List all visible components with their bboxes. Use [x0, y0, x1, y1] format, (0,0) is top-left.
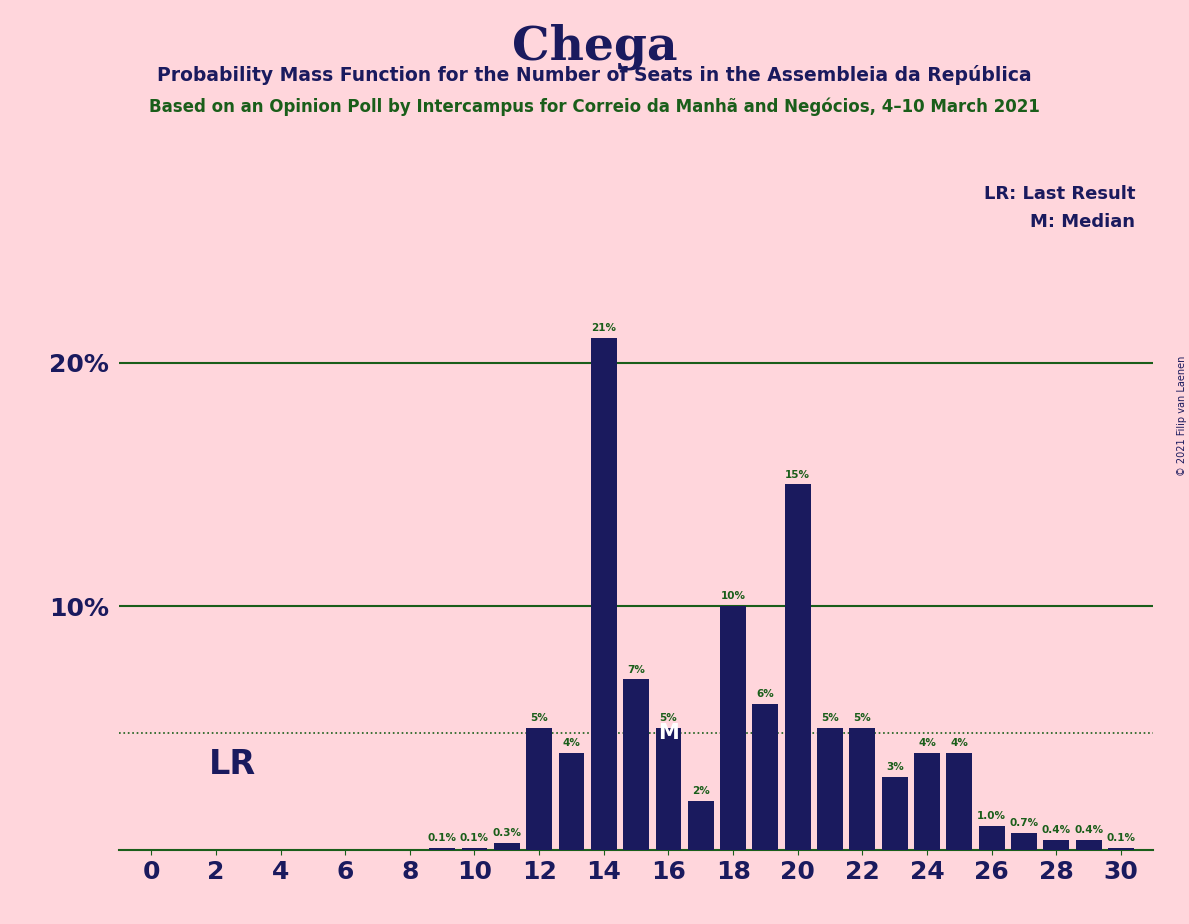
Text: Chega: Chega: [511, 23, 678, 69]
Text: M: Median: M: Median: [1031, 213, 1135, 230]
Text: 5%: 5%: [822, 713, 839, 723]
Bar: [817, 728, 843, 850]
Text: 5%: 5%: [530, 713, 548, 723]
Text: 3%: 3%: [886, 762, 904, 772]
Text: 0.7%: 0.7%: [1009, 818, 1038, 828]
Bar: [721, 606, 746, 850]
Text: 10%: 10%: [721, 591, 746, 602]
Text: 15%: 15%: [785, 469, 810, 480]
Text: © 2021 Filip van Laenen: © 2021 Filip van Laenen: [1177, 356, 1187, 476]
Bar: [623, 679, 649, 850]
Bar: [849, 728, 875, 850]
Bar: [753, 704, 779, 850]
Bar: [527, 728, 552, 850]
Text: Probability Mass Function for the Number of Seats in the Assembleia da República: Probability Mass Function for the Number…: [157, 65, 1032, 85]
Text: 0.1%: 0.1%: [428, 833, 457, 843]
Text: LR: Last Result: LR: Last Result: [984, 185, 1135, 202]
Bar: [1011, 833, 1037, 850]
Text: 0.1%: 0.1%: [1107, 833, 1135, 843]
Text: 0.3%: 0.3%: [492, 828, 521, 838]
Bar: [687, 801, 713, 850]
Text: 4%: 4%: [562, 737, 580, 748]
Text: 1.0%: 1.0%: [977, 811, 1006, 821]
Bar: [914, 752, 940, 850]
Text: 0.4%: 0.4%: [1074, 825, 1103, 835]
Text: 6%: 6%: [756, 689, 774, 699]
Bar: [882, 777, 907, 850]
Text: 5%: 5%: [660, 713, 678, 723]
Bar: [785, 484, 811, 850]
Bar: [461, 847, 487, 850]
Bar: [559, 752, 584, 850]
Text: 7%: 7%: [627, 664, 646, 675]
Bar: [493, 843, 520, 850]
Text: 5%: 5%: [854, 713, 872, 723]
Bar: [429, 847, 455, 850]
Text: Based on an Opinion Poll by Intercampus for Correio da Manhã and Negócios, 4–10 : Based on an Opinion Poll by Intercampus …: [149, 97, 1040, 116]
Text: 4%: 4%: [918, 737, 936, 748]
Bar: [655, 728, 681, 850]
Text: M: M: [658, 723, 679, 743]
Bar: [591, 338, 617, 850]
Text: 4%: 4%: [950, 737, 968, 748]
Text: 0.4%: 0.4%: [1042, 825, 1071, 835]
Bar: [1044, 840, 1069, 850]
Text: 21%: 21%: [591, 323, 616, 334]
Bar: [946, 752, 973, 850]
Text: 0.1%: 0.1%: [460, 833, 489, 843]
Bar: [1076, 840, 1101, 850]
Text: LR: LR: [208, 748, 256, 782]
Bar: [1108, 847, 1134, 850]
Bar: [979, 826, 1005, 850]
Text: 2%: 2%: [692, 786, 710, 796]
